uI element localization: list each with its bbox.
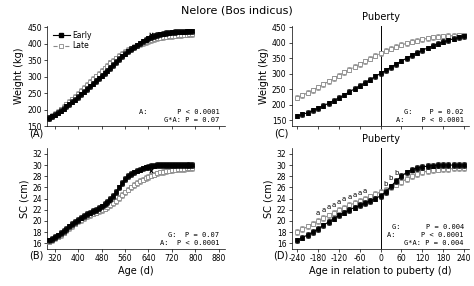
Text: Puberty: Puberty [362, 134, 400, 144]
Text: a: a [332, 202, 336, 208]
Legend: Early, Late: Early, Late [50, 28, 95, 53]
X-axis label: Age (d): Age (d) [118, 266, 154, 276]
Text: b: b [383, 181, 388, 187]
Text: (B): (B) [29, 251, 44, 261]
Text: a: a [353, 192, 357, 198]
Text: G:    P = 0.02
A:    P < 0.0001: G: P = 0.02 A: P < 0.0001 [396, 109, 464, 123]
Text: A:       P < 0.0001
G*A: P = 0.07: A: P < 0.0001 G*A: P = 0.07 [138, 109, 219, 123]
Text: a: a [337, 199, 341, 205]
Text: a: a [347, 194, 352, 200]
Text: a: a [363, 188, 367, 194]
Text: a: a [358, 190, 362, 196]
Text: a: a [321, 207, 326, 213]
Text: a: a [327, 204, 331, 210]
Text: G:      P = 0.004
A:      P < 0.0001
G*A: P = 0.004: G: P = 0.004 A: P < 0.0001 G*A: P = 0.00… [387, 224, 464, 246]
Y-axis label: SC (cm): SC (cm) [19, 179, 29, 218]
Text: a: a [342, 196, 346, 202]
Y-axis label: Weight (kg): Weight (kg) [14, 48, 25, 104]
Text: (A): (A) [29, 128, 44, 138]
Y-axis label: SC (cm): SC (cm) [264, 179, 274, 218]
Text: Nelore (Bos indicus): Nelore (Bos indicus) [181, 6, 293, 16]
Y-axis label: Weight (kg): Weight (kg) [259, 48, 269, 104]
Text: b: b [394, 170, 399, 176]
Text: Puberty: Puberty [362, 12, 400, 22]
Text: (C): (C) [274, 128, 289, 138]
Text: a: a [316, 210, 320, 216]
X-axis label: Age in relation to puberty (d): Age in relation to puberty (d) [310, 266, 452, 276]
Text: (D): (D) [273, 251, 289, 261]
Text: G:  P = 0.07
A:  P < 0.0001: G: P = 0.07 A: P < 0.0001 [160, 232, 219, 246]
Text: b: b [389, 175, 393, 181]
